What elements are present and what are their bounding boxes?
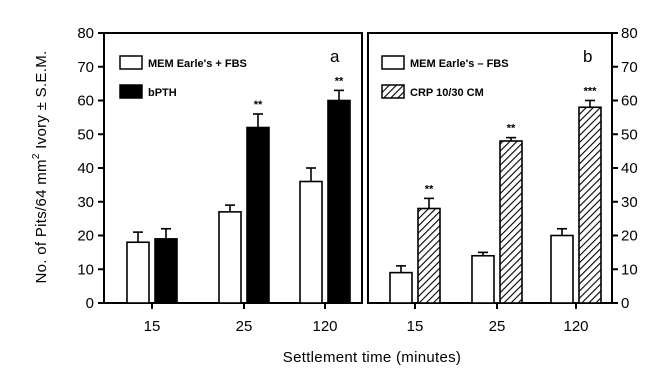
y-tick-label-left: 30 — [77, 194, 94, 211]
x-tick-label: 25 — [236, 318, 253, 335]
y-tick-label-right: 40 — [621, 160, 638, 177]
y-axis-title-rest: Ivory ± S.E.M. — [33, 51, 50, 154]
y-tick-label-left: 0 — [86, 295, 94, 312]
x-tick-label: 15 — [144, 318, 161, 335]
bar-panel-a-series-0-cat-25 — [218, 211, 242, 304]
legend-b-hatched-label: CRP 10/30 CM — [410, 87, 484, 99]
y-tick-label-right: 30 — [621, 194, 638, 211]
bar-panel-a-series-1-cat-15 — [154, 238, 178, 304]
y-tick-label-right: 80 — [621, 25, 638, 42]
bar-panel-b-series-1-cat-15 — [417, 207, 441, 304]
y-tick-label-left: 10 — [77, 261, 94, 278]
bar-panel-b-series-0-cat-25 — [471, 254, 495, 304]
y-tick-label-right: 60 — [621, 93, 638, 110]
y-tick-label-right: 70 — [621, 59, 638, 76]
bar-panel-a-series-0-cat-15 — [126, 241, 150, 304]
bar-panel-b-series-1-cat-120 — [578, 106, 602, 304]
legend-panel-b: MEM Earle's – FBS CRP 10/30 CM — [381, 55, 509, 99]
y-tick-label-left: 60 — [77, 93, 94, 110]
y-tick-label-right: 50 — [621, 126, 638, 143]
legend-b-open-swatch — [381, 55, 405, 70]
y-tick-label-left: 80 — [77, 25, 94, 42]
significance-marker: ** — [507, 123, 516, 135]
panel-b-letter: b — [583, 47, 592, 66]
legend-panel-a: MEM Earle's + FBS bPTH — [119, 55, 247, 99]
y-tick-label-left: 20 — [77, 228, 94, 245]
legend-a-solid-label: bPTH — [148, 87, 177, 99]
significance-marker: *** — [584, 86, 598, 98]
x-tick-label: 120 — [312, 318, 337, 335]
bar-panel-a-series-1-cat-120 — [327, 99, 351, 304]
y-axis-title: No. of Pits/64 mm2 Ivory ± S.E.M. — [31, 51, 50, 284]
panel-a-letter: a — [330, 47, 340, 66]
y-tick-label-left: 40 — [77, 160, 94, 177]
legend-a-open-label: MEM Earle's + FBS — [148, 58, 247, 70]
x-axis-title: Settlement time (minutes) — [283, 349, 461, 366]
bar-panel-b-series-0-cat-15 — [389, 271, 413, 304]
y-axis-title-main: No. of Pits/64 mm — [33, 159, 50, 283]
legend-a-solid-swatch — [119, 84, 143, 99]
axes-layer: 0 0 10 10 20 20 30 30 40 40 50 50 60 60 70 70 80 80 15 25 12… — [77, 25, 637, 335]
y-tick-label-right: 20 — [621, 228, 638, 245]
bar-panel-a-series-0-cat-120 — [299, 180, 323, 304]
significance-marker: ** — [335, 75, 344, 87]
y-tick-label-left: 70 — [77, 59, 94, 76]
x-tick-label: 25 — [489, 318, 506, 335]
bar-panel-a-series-1-cat-25 — [246, 126, 270, 304]
significance-marker: ** — [254, 99, 263, 111]
significance-marker: ** — [425, 183, 434, 195]
x-tick-label: 15 — [407, 318, 424, 335]
x-tick-label: 120 — [563, 318, 588, 335]
bar-panel-b-series-1-cat-25 — [499, 140, 523, 304]
bars-layer: *********** — [126, 75, 602, 304]
y-tick-label-right: 10 — [621, 261, 638, 278]
bar-panel-b-series-0-cat-120 — [550, 234, 574, 304]
legend-a-open-swatch — [119, 55, 143, 70]
legend-b-hatched-swatch — [381, 84, 405, 99]
y-tick-label-left: 50 — [77, 126, 94, 143]
legend-b-open-label: MEM Earle's – FBS — [410, 58, 509, 70]
y-axis-title-sup: 2 — [31, 153, 42, 159]
y-tick-label-right: 0 — [621, 295, 629, 312]
